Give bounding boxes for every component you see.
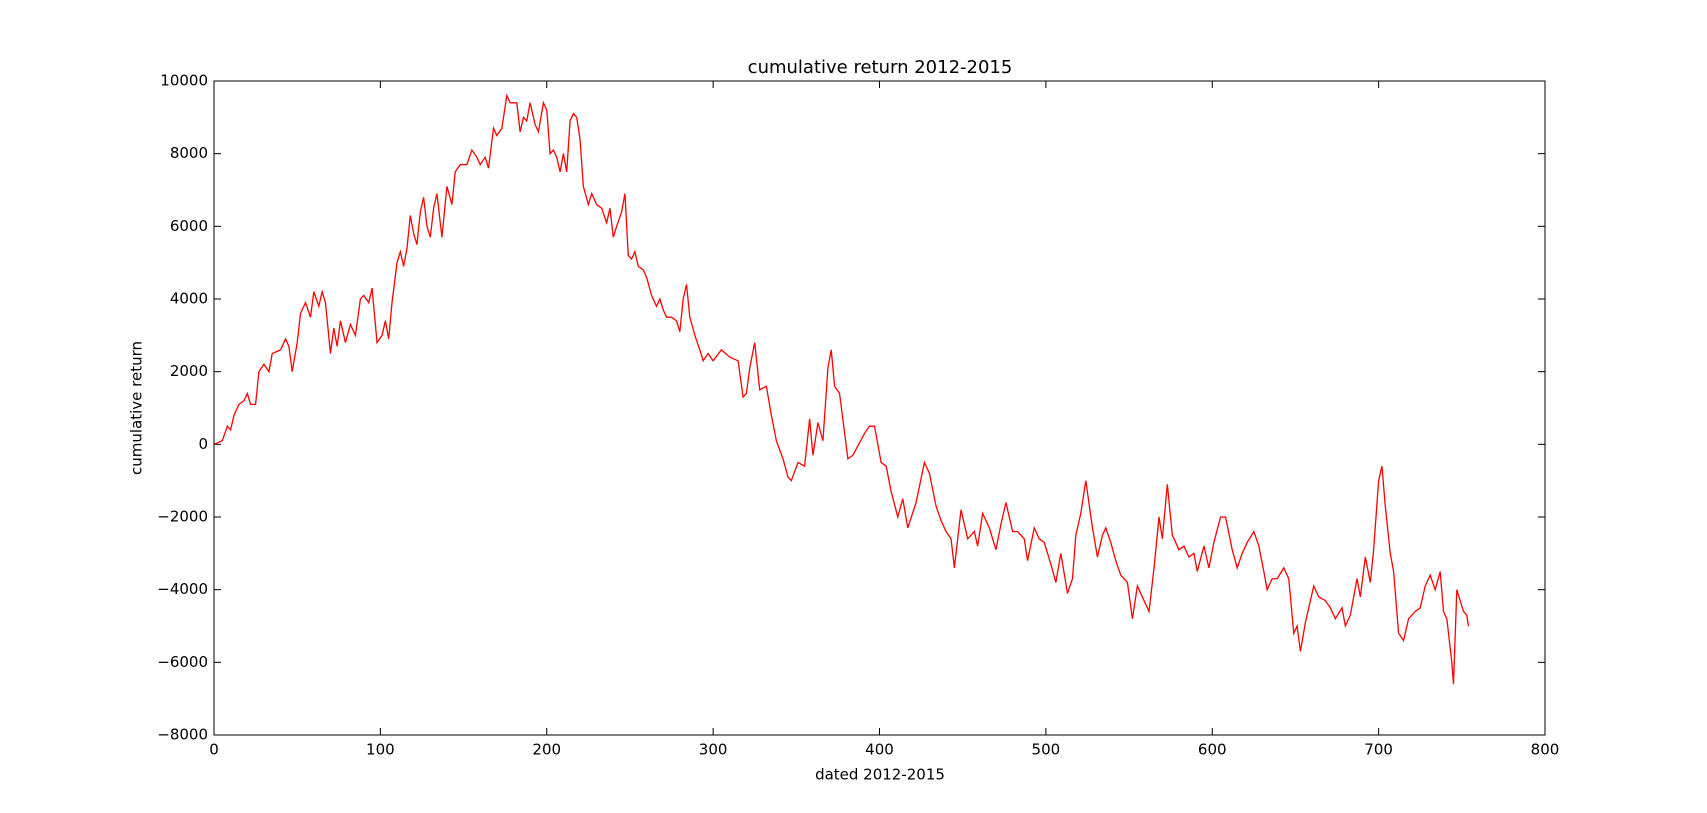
y-axis-label: cumulative return: [128, 341, 146, 475]
x-tick-label: 300: [699, 741, 728, 759]
plot-frame: [213, 80, 1546, 736]
x-tick-label: 0: [209, 741, 219, 759]
x-tick-label: 200: [532, 741, 561, 759]
y-tick-label: −6000: [157, 653, 208, 671]
x-tick-label: 600: [1198, 741, 1227, 759]
y-tick-label: −2000: [157, 508, 208, 526]
x-tick-label: 400: [865, 741, 894, 759]
y-tick-label: −4000: [157, 580, 208, 598]
y-tick-label: 4000: [170, 290, 208, 308]
x-tick-label: 800: [1531, 741, 1560, 759]
y-tick-label: 8000: [170, 144, 208, 162]
data-line: [213, 93, 1470, 685]
y-tick-label: 2000: [170, 362, 208, 380]
y-tick-label: 6000: [170, 217, 208, 235]
x-tick-label: 700: [1364, 741, 1393, 759]
y-tick-label: 0: [198, 435, 208, 453]
x-tick-label: 500: [1032, 741, 1061, 759]
y-tick-label: 10000: [160, 72, 208, 90]
chart-title: cumulative return 2012-2015: [748, 57, 1013, 78]
x-tick-label: 100: [366, 741, 395, 759]
y-tick-label: −8000: [157, 726, 208, 744]
x-axis-label: dated 2012-2015: [815, 766, 945, 784]
